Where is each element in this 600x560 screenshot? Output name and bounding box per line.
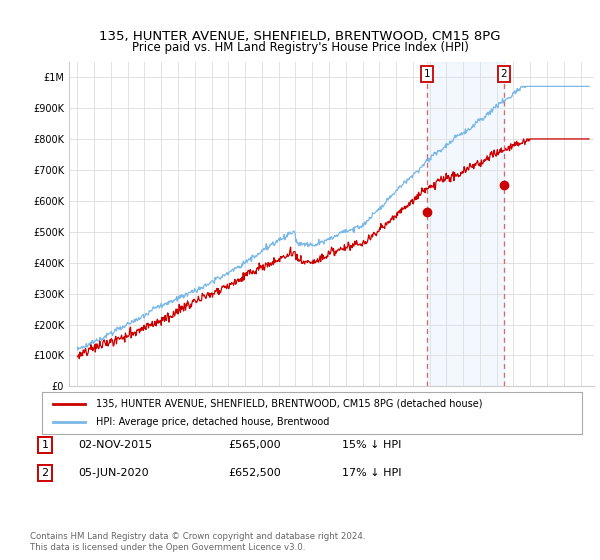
Text: Contains HM Land Registry data © Crown copyright and database right 2024.
This d: Contains HM Land Registry data © Crown c… [30,532,365,552]
Text: Price paid vs. HM Land Registry's House Price Index (HPI): Price paid vs. HM Land Registry's House … [131,41,469,54]
Text: £652,500: £652,500 [228,468,281,478]
Text: 15% ↓ HPI: 15% ↓ HPI [342,440,401,450]
Bar [427,62,504,386]
Text: 2: 2 [500,69,507,79]
Text: 2: 2 [41,468,49,478]
Text: 17% ↓ HPI: 17% ↓ HPI [342,468,401,478]
Text: £565,000: £565,000 [228,440,281,450]
Text: 1: 1 [41,440,49,450]
Text: HPI: Average price, detached house, Brentwood: HPI: Average price, detached house, Bren… [96,417,329,427]
Text: 1: 1 [424,69,430,79]
Text: 05-JUN-2020: 05-JUN-2020 [78,468,149,478]
Text: 135, HUNTER AVENUE, SHENFIELD, BRENTWOOD, CM15 8PG: 135, HUNTER AVENUE, SHENFIELD, BRENTWOOD… [99,30,501,43]
Text: 135, HUNTER AVENUE, SHENFIELD, BRENTWOOD, CM15 8PG (detached house): 135, HUNTER AVENUE, SHENFIELD, BRENTWOOD… [96,399,482,409]
Text: 02-NOV-2015: 02-NOV-2015 [78,440,152,450]
